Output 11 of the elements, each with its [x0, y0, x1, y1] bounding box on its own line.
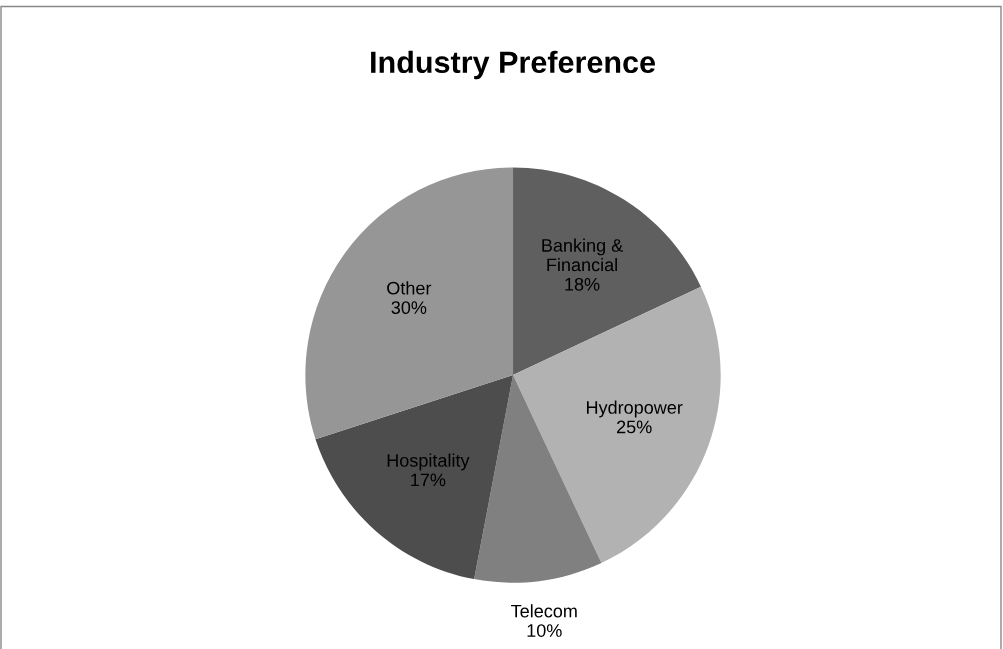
- slice-label: Banking & Financial: [542, 238, 623, 272]
- slice-label: Hospitality: [387, 453, 470, 471]
- chart-title: Industry Preference: [371, 50, 655, 80]
- slice-label: Other: [387, 281, 432, 295]
- data-label: 10%: [527, 624, 562, 637]
- slice-label: Telecom: [511, 604, 577, 618]
- data-label: 30%: [391, 301, 427, 315]
- data-label: 25%: [617, 420, 652, 434]
- slice-label: Hydropower: [587, 400, 683, 418]
- data-label: 18%: [565, 277, 600, 291]
- data-label: 17%: [411, 473, 446, 487]
